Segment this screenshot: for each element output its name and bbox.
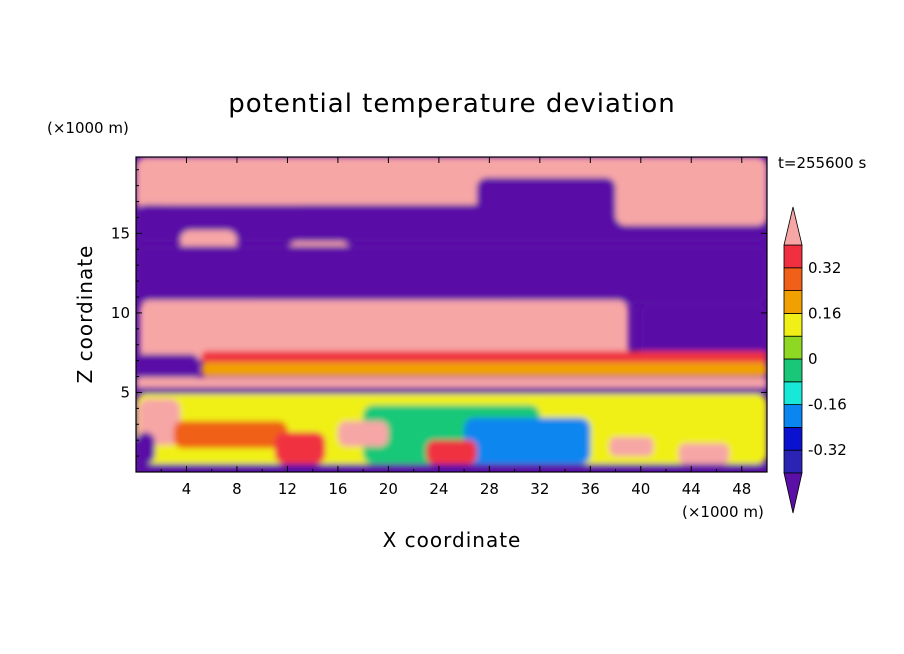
heatmap-field — [136, 157, 767, 472]
y-unit-label: (×1000 m) — [47, 119, 129, 137]
field-region — [678, 443, 730, 465]
x-tick-label: 4 — [182, 480, 192, 498]
colorbar-label: 0.32 — [808, 259, 841, 277]
x-axis-title: X coordinate — [383, 528, 522, 552]
x-tick-label: 44 — [682, 480, 701, 498]
field-region — [173, 421, 288, 449]
colorbar-label: 0 — [808, 350, 818, 368]
field-region — [337, 421, 389, 447]
y-axis: 5 10 15 — [111, 169, 767, 457]
x-tick-label: 24 — [429, 480, 448, 498]
field-region — [640, 304, 767, 361]
x-tick-label: 48 — [732, 480, 751, 498]
field-region — [609, 437, 654, 457]
colorbar-label: -0.16 — [808, 396, 847, 414]
colorbar-bin — [783, 312, 803, 337]
field-region — [476, 177, 616, 226]
time-label: t=255600 s — [778, 154, 866, 172]
x-tick-label: 8 — [232, 480, 242, 498]
chart-title: potential temperature deviation — [228, 89, 675, 119]
field-region — [136, 377, 767, 388]
x-tick-label: 12 — [278, 480, 297, 498]
colorbar-bin — [783, 449, 803, 474]
colorbar-bin — [783, 358, 803, 383]
x-tick-label: 32 — [530, 480, 549, 498]
plot-frame — [135, 156, 768, 473]
field-region — [274, 432, 326, 465]
field-region — [464, 417, 591, 465]
field-region — [136, 464, 767, 472]
y-tick-label: 10 — [111, 304, 130, 322]
colorbar-bin — [783, 335, 803, 360]
colorbar-bin — [783, 426, 803, 451]
field-region — [201, 362, 767, 377]
x-axis: 4 8 12 16 20 24 28 32 36 40 44 48 — [160, 157, 751, 498]
colorbar-bin — [783, 267, 803, 291]
colorbar-min-arrow — [783, 472, 803, 514]
x-tick-label: 16 — [328, 480, 347, 498]
field-region — [139, 300, 629, 361]
field-region — [136, 432, 155, 465]
colorbar-max-arrow — [783, 206, 803, 246]
x-tick-label: 20 — [379, 480, 398, 498]
colorbar-label: 0.16 — [808, 304, 841, 322]
field-region — [136, 246, 767, 304]
colorbar: 0.32 0.16 0 -0.16 -0.32 — [783, 206, 847, 514]
colorbar-bin — [783, 244, 803, 269]
colorbar-bin — [783, 381, 803, 405]
field-region — [136, 387, 767, 395]
x-unit-label: (×1000 m) — [682, 503, 764, 521]
field-region — [154, 166, 313, 205]
colorbar-bin — [783, 404, 803, 428]
x-tick-label: 36 — [581, 480, 600, 498]
field-region — [201, 351, 767, 364]
y-tick-label: 15 — [111, 224, 130, 242]
x-tick-label: 28 — [480, 480, 499, 498]
field-region — [615, 182, 767, 226]
field-region — [426, 440, 477, 465]
colorbar-label: -0.32 — [808, 441, 847, 459]
field-region — [136, 354, 200, 379]
y-axis-title: Z coordinate — [73, 245, 97, 384]
y-tick-label: 5 — [120, 383, 130, 401]
colorbar-bin — [783, 290, 803, 314]
x-tick-label: 40 — [631, 480, 650, 498]
